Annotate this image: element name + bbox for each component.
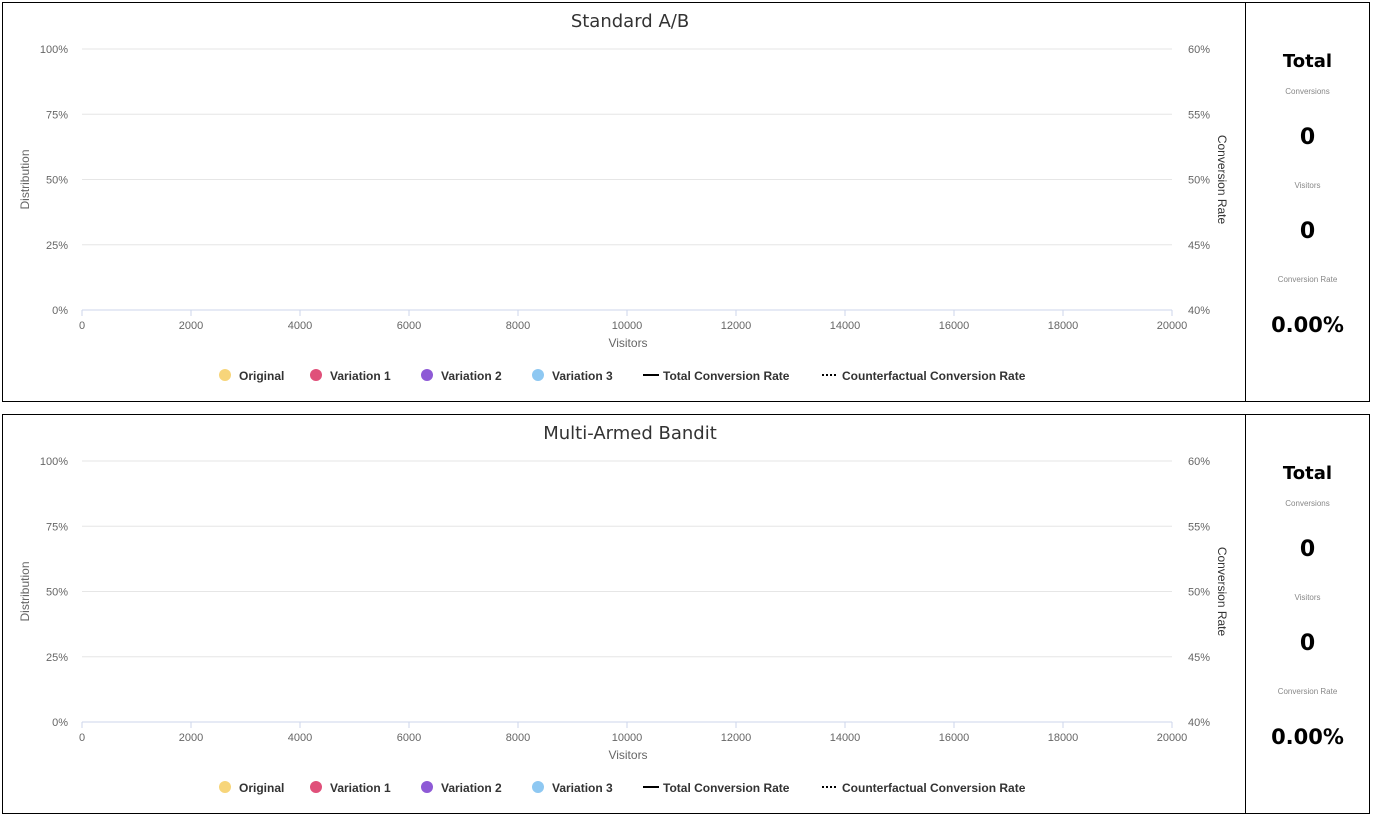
visitors-value: 0 [1299, 631, 1316, 656]
x-tick-label: 2000 [179, 320, 203, 332]
x-tick-label: 8000 [506, 732, 530, 744]
y2-tick-label: 55% [1188, 109, 1210, 121]
legend-label: Variation 3 [552, 369, 613, 383]
x-tick-label: 16000 [939, 732, 970, 744]
visitors-label: Visitors [1294, 593, 1321, 602]
totals-title: Total [1282, 51, 1333, 72]
x-tick-label: 0 [79, 732, 85, 744]
x-tick-label: 12000 [721, 320, 752, 332]
legend-label: Total Conversion Rate [663, 369, 790, 383]
conversion-rate-value: 0.00% [1271, 725, 1344, 749]
legend-label: Original [239, 369, 284, 383]
legend-marker-4 [532, 781, 544, 793]
x-axis-title: Visitors [608, 336, 647, 350]
conversions-value: 0 [1299, 537, 1316, 562]
totals-box: Total Conversions 0 Visitors 0 Conversio… [1245, 415, 1369, 813]
y2-tick-label: 60% [1188, 456, 1210, 468]
y-tick-label: 75% [46, 521, 68, 533]
y-tick-label: 50% [46, 175, 68, 187]
legend-label: Total Conversion Rate [663, 781, 790, 795]
legend-marker-2 [310, 369, 322, 381]
legend-marker-1 [219, 781, 231, 793]
y2-tick-label: 60% [1188, 44, 1210, 56]
chart-area: Multi-Armed Bandit 0% 25% 50% 75% 100% 40% 45% 5… [3, 415, 1245, 813]
y2-axis-title: Conversion Rate [1215, 135, 1229, 225]
legend-label: Variation 3 [552, 781, 613, 795]
y-tick-label: 100% [40, 456, 68, 468]
chart-svg: Multi-Armed Bandit 0% 25% 50% 75% 100% 40% 45% 5… [18, 423, 1229, 795]
x-tick-label: 18000 [1048, 732, 1079, 744]
conversions-label: Conversions [1285, 87, 1330, 96]
y-tick-label: 25% [46, 652, 68, 664]
y-tick-label: 0% [52, 717, 68, 729]
conversions-label: Conversions [1285, 499, 1330, 508]
x-tick-label: 14000 [830, 320, 861, 332]
y2-tick-label: 55% [1188, 521, 1210, 533]
y2-tick-label: 50% [1188, 175, 1210, 187]
y-axis-title: Distribution [18, 149, 32, 209]
legend-label: Variation 1 [330, 369, 391, 383]
legend-label: Counterfactual Conversion Rate [842, 781, 1026, 795]
legend-marker-3 [421, 369, 433, 381]
chart-svg: Standard A/B 0% 25% 50% 75% 100% 40% 45% 50% 55% 6… [18, 11, 1229, 383]
y2-tick-label: 50% [1188, 587, 1210, 599]
conversions-value: 0 [1299, 125, 1316, 150]
y2-axis-title: Conversion Rate [1215, 547, 1229, 637]
legend-label: Variation 2 [441, 781, 502, 795]
x-tick-label: 6000 [397, 320, 421, 332]
chart-area: Standard A/B 0% 25% 50% 75% 100% 40% 45% 50% 55% 6… [3, 3, 1245, 401]
x-tick-label: 6000 [397, 732, 421, 744]
x-tick-label: 10000 [612, 732, 643, 744]
x-axis-title: Visitors [608, 748, 647, 762]
chart-panel-standard-ab: Standard A/B 0% 25% 50% 75% 100% 40% 45% 50% 55% 6… [2, 2, 1370, 402]
conversion-rate-value: 0.00% [1271, 313, 1344, 337]
legend-label: Original [239, 781, 284, 795]
legend-label: Counterfactual Conversion Rate [842, 369, 1026, 383]
x-tick-label: 0 [79, 320, 85, 332]
x-tick-label: 4000 [288, 320, 312, 332]
x-tick-label: 2000 [179, 732, 203, 744]
legend-marker-3 [421, 781, 433, 793]
legend-marker-2 [310, 781, 322, 793]
y2-tick-label: 40% [1188, 717, 1210, 729]
y2-tick-label: 45% [1188, 652, 1210, 664]
chart-title: Multi-Armed Bandit [543, 423, 717, 444]
totals-title: Total [1282, 463, 1333, 484]
visitors-value: 0 [1299, 219, 1316, 244]
y-axis-title: Distribution [18, 561, 32, 621]
y2-tick-label: 45% [1188, 240, 1210, 252]
legend-marker-4 [532, 369, 544, 381]
visitors-label: Visitors [1294, 181, 1321, 190]
y-tick-label: 0% [52, 305, 68, 317]
chart-title: Standard A/B [571, 11, 689, 32]
x-tick-label: 18000 [1048, 320, 1079, 332]
conversion-rate-label: Conversion Rate [1277, 275, 1338, 284]
conversion-rate-label: Conversion Rate [1277, 687, 1338, 696]
legend-marker-1 [219, 369, 231, 381]
totals-box: Total Conversions 0 Visitors 0 Conversio… [1245, 3, 1369, 401]
x-tick-label: 16000 [939, 320, 970, 332]
legend-label: Variation 1 [330, 781, 391, 795]
x-tick-label: 8000 [506, 320, 530, 332]
y-tick-label: 75% [46, 109, 68, 121]
y-tick-label: 50% [46, 587, 68, 599]
x-tick-label: 12000 [721, 732, 752, 744]
x-tick-label: 14000 [830, 732, 861, 744]
y-tick-label: 100% [40, 44, 68, 56]
x-tick-label: 20000 [1157, 732, 1188, 744]
legend-label: Variation 2 [441, 369, 502, 383]
x-tick-label: 10000 [612, 320, 643, 332]
chart-panel-multi-armed-bandit: Multi-Armed Bandit 0% 25% 50% 75% 100% 40% 45% 5… [2, 414, 1370, 814]
y2-tick-label: 40% [1188, 305, 1210, 317]
x-tick-label: 4000 [288, 732, 312, 744]
y-tick-label: 25% [46, 240, 68, 252]
x-tick-label: 20000 [1157, 320, 1188, 332]
